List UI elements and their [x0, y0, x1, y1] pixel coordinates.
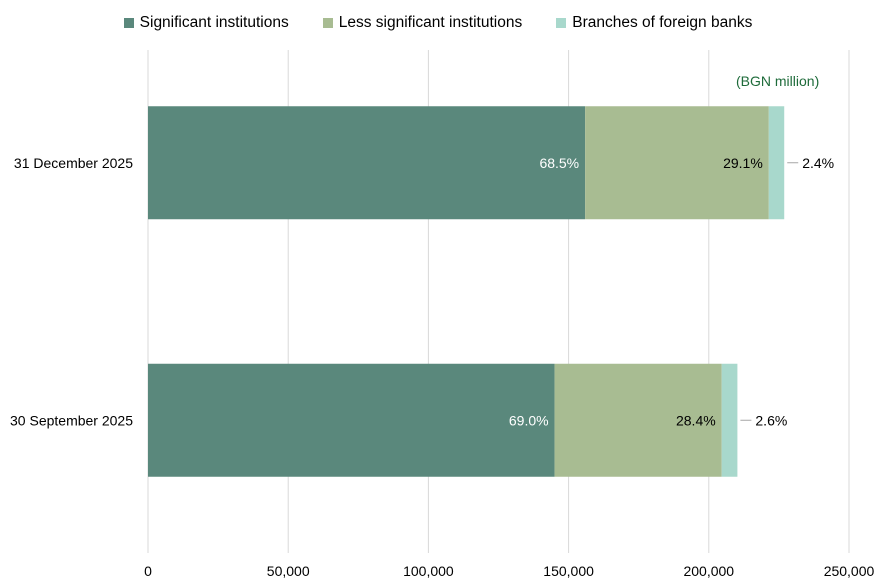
category-label-0: 31 December 2025: [14, 155, 133, 171]
bar-segment-0-2: [768, 106, 785, 220]
x-tick-label-0: 0: [144, 563, 152, 578]
bar-segment-1-2: [721, 363, 738, 477]
x-tick-label-5: 250,000: [824, 563, 875, 578]
unit-note: (BGN million): [736, 73, 820, 89]
x-tick-label-2: 100,000: [403, 563, 454, 578]
x-tick-label-3: 150,000: [543, 563, 594, 578]
bar-segment-0-1: [585, 106, 769, 220]
bar-segment-1-1: [554, 363, 722, 477]
bar-segment-0-0: [148, 106, 586, 220]
data-label-0-1: 29.1%: [723, 155, 763, 171]
legend-swatch-less-significant: [322, 18, 333, 28]
legend-label-significant: Significant institutions: [139, 14, 289, 31]
legend-item-less-significant: Less significant institutions: [322, 14, 523, 32]
legend-swatch-significant: [123, 18, 134, 28]
legend-label-less-significant: Less significant institutions: [338, 14, 523, 31]
data-label-1-0: 69.0%: [509, 412, 549, 428]
legend: Significant institutions Less significan…: [0, 14, 876, 32]
legend-swatch-branches: [556, 18, 567, 28]
data-label-1-2: 2.6%: [755, 412, 787, 428]
category-label-1: 30 September 2025: [10, 412, 133, 428]
data-label-0-0: 68.5%: [539, 155, 579, 171]
x-tick-label-4: 200,000: [683, 563, 734, 578]
legend-label-branches: Branches of foreign banks: [572, 14, 753, 31]
legend-item-branches: Branches of foreign banks: [556, 14, 752, 32]
bar-segment-1-0: [148, 363, 555, 477]
data-label-0-2: 2.4%: [802, 155, 834, 171]
data-label-1-1: 28.4%: [676, 412, 716, 428]
legend-item-significant: Significant institutions: [123, 14, 289, 32]
x-tick-label-1: 50,000: [267, 563, 310, 578]
